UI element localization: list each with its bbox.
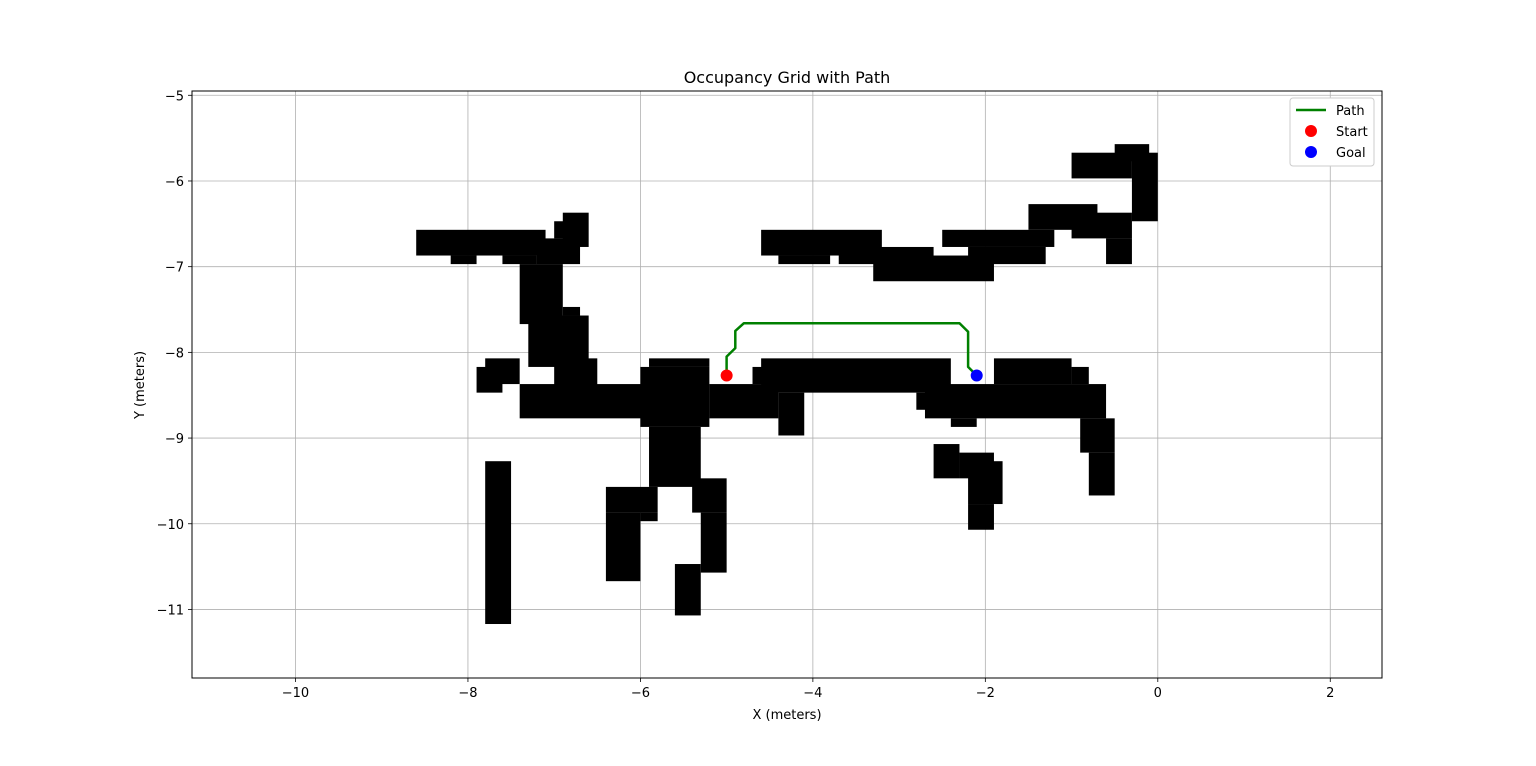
legend-goal-label: Goal <box>1336 146 1366 161</box>
y-tick-label: −5 <box>165 89 184 104</box>
legend-start-label: Start <box>1336 125 1368 140</box>
obstacle-cell <box>778 255 831 265</box>
obstacle-cell <box>1080 418 1115 453</box>
path-line <box>725 321 978 377</box>
legend-start-swatch <box>1305 125 1317 137</box>
obstacle-cell <box>993 358 1072 385</box>
obstacle-cell <box>519 264 563 325</box>
x-tick-label: −2 <box>976 686 995 701</box>
tick-labels: −10 −8 −6 −4 −2 0 2 −5 −6 −7 −8 −9 −10 −11 <box>157 89 1335 701</box>
x-tick-label: −4 <box>803 686 822 701</box>
occupancy-obstacles <box>416 144 1158 625</box>
chart-title: Occupancy Grid with Path <box>684 68 891 87</box>
obstacle-cell <box>649 358 710 367</box>
obstacle-cell <box>1071 212 1132 239</box>
obstacle-cell <box>942 229 1055 247</box>
obstacle-cell <box>950 418 977 427</box>
y-tick-label: −8 <box>165 346 184 361</box>
obstacle-cell <box>485 461 512 625</box>
x-axis-label: X (meters) <box>752 708 821 723</box>
x-tick-label: 0 <box>1154 686 1162 701</box>
y-tick-label: −10 <box>157 518 184 533</box>
obstacle-cell <box>562 306 581 316</box>
obstacle-cell <box>1131 152 1158 222</box>
obstacle-cell <box>968 504 994 530</box>
axes-border <box>191 90 1383 679</box>
obstacle-cell <box>692 478 727 513</box>
obstacle-cell <box>1106 238 1132 265</box>
obstacle-cell <box>924 384 1107 419</box>
goal-point <box>970 369 983 382</box>
y-tick-label: −11 <box>157 603 184 618</box>
obstacle-cell <box>416 229 546 256</box>
legend-goal-swatch <box>1305 146 1317 158</box>
y-tick-label: −6 <box>165 175 184 190</box>
y-axis-label: Y (meters) <box>133 351 148 420</box>
y-tick-label: −7 <box>165 261 184 276</box>
obstacle-cell <box>476 366 503 393</box>
x-tick-label: −6 <box>631 686 650 701</box>
obstacle-cell <box>1071 366 1089 385</box>
obstacle-cell <box>761 358 951 393</box>
obstacle-cell <box>674 564 701 616</box>
obstacle-cell <box>778 392 805 436</box>
obstacle-cell <box>649 426 701 487</box>
obstacle-cell <box>933 444 960 479</box>
obstacle-cell <box>519 384 650 419</box>
x-tick-label: −10 <box>282 686 309 701</box>
obstacle-cell <box>562 212 589 247</box>
x-tick-label: 2 <box>1326 686 1334 701</box>
obstacle-cell <box>700 512 727 573</box>
start-point <box>720 369 733 382</box>
obstacle-cell <box>1114 144 1150 162</box>
y-tick-label: −9 <box>165 432 184 447</box>
obstacle-cell <box>1088 452 1115 496</box>
series-layer <box>720 321 983 382</box>
x-tick-label: −8 <box>458 686 477 701</box>
obstacle-cell <box>605 512 641 582</box>
obstacle-cell <box>968 461 1003 505</box>
obstacle-cell <box>450 255 477 265</box>
obstacle-cell <box>640 366 710 427</box>
obstacle-cell <box>502 255 537 265</box>
obstacle-cell <box>605 486 658 513</box>
obstacle-cell <box>968 246 1046 265</box>
axes-frame <box>188 90 1383 682</box>
legend-path-label: Path <box>1336 104 1365 119</box>
legend: Path Start Goal <box>1289 97 1375 167</box>
obstacle-cell <box>640 512 658 522</box>
